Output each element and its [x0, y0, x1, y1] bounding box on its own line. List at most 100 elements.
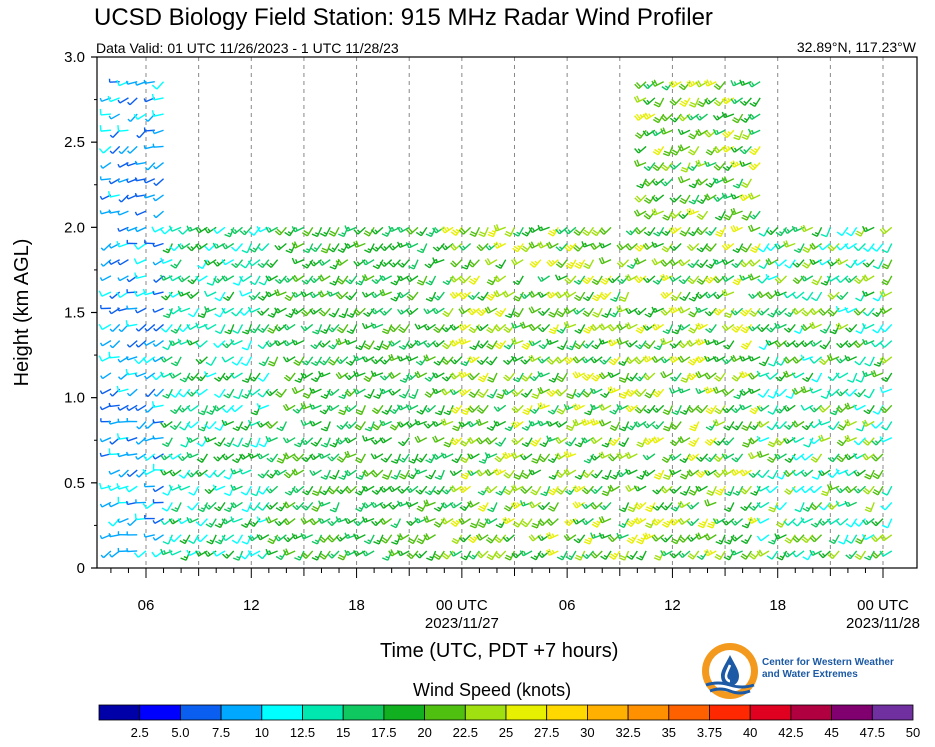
wind-barb [195, 340, 208, 348]
wind-barb [212, 550, 226, 557]
wind-barb [476, 243, 489, 252]
wind-barb [704, 193, 717, 201]
wind-barb [714, 485, 726, 496]
wind-barb [396, 550, 410, 557]
wind-barb [168, 453, 182, 460]
colorbar-label: 2.5 [131, 725, 149, 740]
wind-barb [432, 307, 445, 315]
wind-barb [450, 437, 463, 446]
wind-barb [370, 501, 384, 509]
wind-barb [230, 372, 243, 379]
wind-barb [511, 420, 524, 429]
wind-barb [792, 534, 805, 543]
wind-barb [371, 243, 384, 252]
wind-barb [160, 420, 173, 429]
wind-barb [486, 388, 498, 399]
wind-barb [152, 435, 164, 440]
wind-barb [441, 372, 454, 382]
wind-barb [800, 453, 814, 461]
wind-barb [144, 515, 155, 520]
wind-barb [319, 550, 331, 560]
wind-barb [660, 259, 673, 267]
wind-barb [379, 437, 393, 444]
wind-barb [300, 323, 314, 332]
wind-barb [835, 322, 849, 330]
wind-barb [153, 323, 165, 332]
wind-barb [257, 259, 270, 269]
wind-barb [205, 356, 217, 367]
wind-barb [643, 340, 656, 350]
wind-barb [416, 534, 428, 545]
data-valid-range: Data Valid: 01 UTC 11/26/2023 - 1 UTC 11… [96, 40, 399, 56]
wind-barb [651, 241, 664, 249]
wind-barb [320, 469, 331, 480]
wind-barb [195, 242, 208, 250]
colorbar-label: 5.0 [171, 725, 189, 740]
wind-barb [319, 227, 331, 237]
wind-barb [143, 79, 155, 85]
wind-barb [872, 291, 884, 302]
wind-barb [792, 340, 805, 348]
wind-barb [546, 291, 559, 299]
wind-barb [853, 275, 866, 285]
wind-barb [450, 518, 463, 528]
wind-barb [697, 97, 709, 108]
wind-barb [652, 146, 665, 156]
wind-barb [748, 210, 761, 220]
wind-barb [397, 485, 410, 494]
wind-barb [642, 275, 656, 284]
wind-barb [565, 421, 577, 432]
wind-barb [414, 339, 428, 347]
wind-barb [581, 518, 594, 526]
wind-barb [381, 340, 393, 350]
wind-barb [695, 469, 709, 478]
wind-barb [651, 404, 665, 413]
wind-barb [309, 275, 322, 284]
wind-barb [616, 404, 629, 411]
wind-barb [695, 371, 708, 379]
wind-barb [134, 356, 147, 365]
wind-barb [151, 81, 165, 90]
colorbar-swatch [220, 704, 263, 721]
wind-barb [749, 404, 761, 415]
wind-barb [732, 275, 744, 286]
wind-barb [177, 484, 191, 491]
wind-barb [282, 437, 296, 444]
wind-barb [792, 259, 805, 268]
wind-barb [537, 371, 550, 378]
wind-barb [256, 534, 270, 541]
wind-barb [546, 420, 559, 427]
logo-line-2: and Water Extremes [762, 669, 858, 680]
wind-barb [835, 242, 849, 251]
wind-barb [152, 463, 164, 471]
wind-barb [241, 340, 252, 351]
wind-barb [636, 550, 647, 561]
wind-barb [108, 113, 121, 120]
wind-barb [651, 208, 664, 216]
wind-barb [311, 485, 323, 497]
wind-barb [504, 550, 516, 561]
wind-barb [774, 290, 787, 297]
wind-barb [870, 369, 884, 378]
wind-barb [677, 175, 691, 184]
x-tick-label: 18 [769, 597, 786, 614]
wind-barb [696, 194, 709, 205]
wind-barb [660, 127, 673, 135]
wind-barb [689, 97, 700, 108]
wind-barb [328, 227, 340, 237]
wind-barb [415, 226, 428, 237]
wind-barb [487, 372, 498, 383]
wind-barb [828, 421, 840, 431]
wind-barb [835, 275, 849, 284]
wind-barb [276, 453, 288, 464]
wind-barb [879, 226, 893, 235]
station-coordinates: 32.89°N, 117.23°W [796, 39, 916, 55]
wind-barb [134, 177, 147, 182]
wind-barb [265, 485, 279, 494]
wind-barb [835, 388, 849, 397]
colorbar-label: 12.5 [290, 725, 315, 740]
wind-barb [257, 501, 270, 511]
wind-barb [493, 290, 507, 298]
wind-barb [477, 518, 489, 529]
x-tick-date: 2023/11/28 [846, 615, 920, 632]
